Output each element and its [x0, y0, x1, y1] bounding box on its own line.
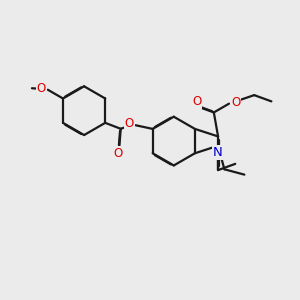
Text: O: O [124, 117, 134, 130]
Text: O: O [231, 96, 240, 109]
Text: O: O [113, 147, 122, 160]
Text: N: N [213, 146, 223, 159]
Text: O: O [37, 82, 46, 95]
Text: O: O [192, 94, 201, 108]
